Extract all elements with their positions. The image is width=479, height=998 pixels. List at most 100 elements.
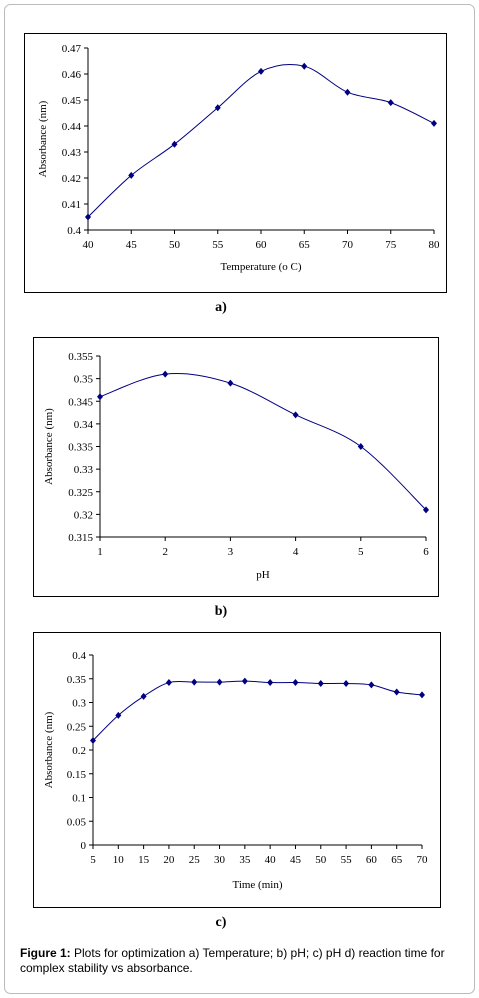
y-tick-label: 0.33	[74, 464, 94, 476]
y-tick-label: 0.325	[68, 487, 93, 499]
x-tick-label: 25	[189, 854, 201, 866]
data-point	[165, 679, 172, 687]
data-point	[317, 680, 324, 687]
data-point	[393, 688, 400, 696]
caption: Figure 1: Plots for optimization a) Temp…	[20, 946, 465, 976]
y-tick-label: 0.345	[68, 396, 93, 408]
y-tick-label: 0.3	[72, 698, 86, 710]
y-tick-label: 0.45	[62, 95, 82, 107]
x-tick-label: 1	[97, 546, 103, 558]
x-axis-label: Time (min)	[232, 879, 282, 891]
data-point	[214, 104, 221, 112]
data-point	[216, 678, 223, 686]
data-point	[90, 737, 96, 744]
x-tick-label: 6	[423, 546, 429, 558]
x-tick-label: 15	[138, 854, 150, 866]
chart-border	[33, 337, 439, 597]
panel-label: c)	[216, 915, 227, 930]
y-tick-label: 0.315	[68, 532, 93, 544]
y-tick-label: 0.32	[74, 509, 93, 521]
y-axis-label: Absorbance (nm)	[37, 100, 49, 177]
y-tick-label: 0.4	[72, 650, 86, 662]
x-tick-label: 60	[366, 854, 378, 866]
x-tick-label: 50	[169, 239, 181, 251]
data-point	[292, 679, 299, 687]
data-point	[368, 681, 375, 689]
data-point	[423, 506, 429, 514]
x-tick-label: 10	[113, 854, 125, 866]
y-tick-label: 0.2	[72, 745, 86, 757]
y-tick-label: 0.46	[62, 69, 82, 81]
x-tick-label: 60	[256, 239, 268, 251]
data-point	[171, 140, 178, 148]
x-tick-label: 65	[299, 239, 311, 251]
y-tick-label: 0.34	[74, 419, 94, 431]
caption-label: Figure 1:	[20, 946, 71, 960]
x-axis-label: pH	[256, 569, 270, 581]
x-tick-label: 70	[417, 854, 429, 866]
data-point	[301, 62, 308, 70]
y-tick-label: 0.35	[74, 374, 94, 386]
y-tick-label: 0.42	[62, 173, 81, 185]
x-tick-label: 65	[391, 854, 403, 866]
y-tick-label: 0.05	[67, 816, 87, 828]
y-axis-label: Absorbance (nm)	[43, 711, 55, 788]
data-point	[227, 379, 234, 387]
x-tick-label: 50	[315, 854, 327, 866]
data-point	[85, 213, 91, 221]
x-tick-label: 3	[228, 546, 234, 558]
panel-label: b)	[215, 604, 228, 619]
data-point	[191, 678, 198, 686]
y-tick-label: 0.15	[67, 769, 87, 781]
x-tick-label: 20	[163, 854, 175, 866]
data-point	[387, 99, 394, 107]
y-tick-label: 0.47	[62, 43, 82, 55]
x-axis-label: Temperature (o C)	[220, 261, 301, 273]
y-tick-label: 0.41	[62, 199, 81, 211]
y-tick-label: 0.4	[67, 225, 81, 237]
data-line	[99, 373, 427, 511]
x-tick-label: 40	[265, 854, 277, 866]
frame	[4, 4, 475, 994]
x-tick-label: 30	[214, 854, 226, 866]
data-point	[140, 692, 147, 700]
panel-label: a)	[215, 300, 227, 315]
x-tick-label: 2	[162, 546, 168, 558]
caption-text: Plots for optimization a) Temperature; b…	[20, 946, 445, 975]
y-tick-label: 0.43	[62, 147, 82, 159]
x-tick-label: 45	[126, 239, 138, 251]
data-line	[87, 63, 435, 218]
x-tick-label: 5	[358, 546, 364, 558]
data-point	[292, 411, 299, 419]
data-point	[162, 370, 169, 378]
chart-border	[24, 33, 447, 293]
y-tick-label: 0.335	[68, 442, 93, 454]
data-point	[115, 711, 122, 719]
y-tick-label: 0.25	[67, 721, 87, 733]
y-tick-label: 0	[81, 840, 87, 852]
data-point	[357, 443, 364, 450]
y-tick-label: 0.35	[67, 674, 87, 686]
x-tick-label: 4	[293, 546, 299, 558]
data-point	[419, 691, 425, 699]
x-tick-label: 45	[290, 854, 302, 866]
x-tick-label: 5	[90, 854, 96, 866]
data-point	[267, 679, 274, 687]
x-tick-label: 55	[341, 854, 353, 866]
data-point	[128, 171, 135, 179]
data-point	[431, 119, 437, 127]
y-axis-label: Absorbance (nm)	[43, 408, 55, 485]
x-tick-label: 55	[212, 239, 224, 251]
data-point	[241, 677, 248, 685]
y-tick-label: 0.44	[62, 121, 82, 133]
data-point	[258, 67, 264, 75]
x-tick-label: 75	[385, 239, 397, 251]
chart-border	[33, 632, 441, 908]
y-tick-label: 0.1	[72, 793, 86, 805]
y-tick-label: 0.355	[68, 351, 93, 363]
x-tick-label: 80	[429, 239, 441, 251]
x-tick-label: 40	[83, 239, 95, 251]
data-line	[92, 680, 423, 741]
